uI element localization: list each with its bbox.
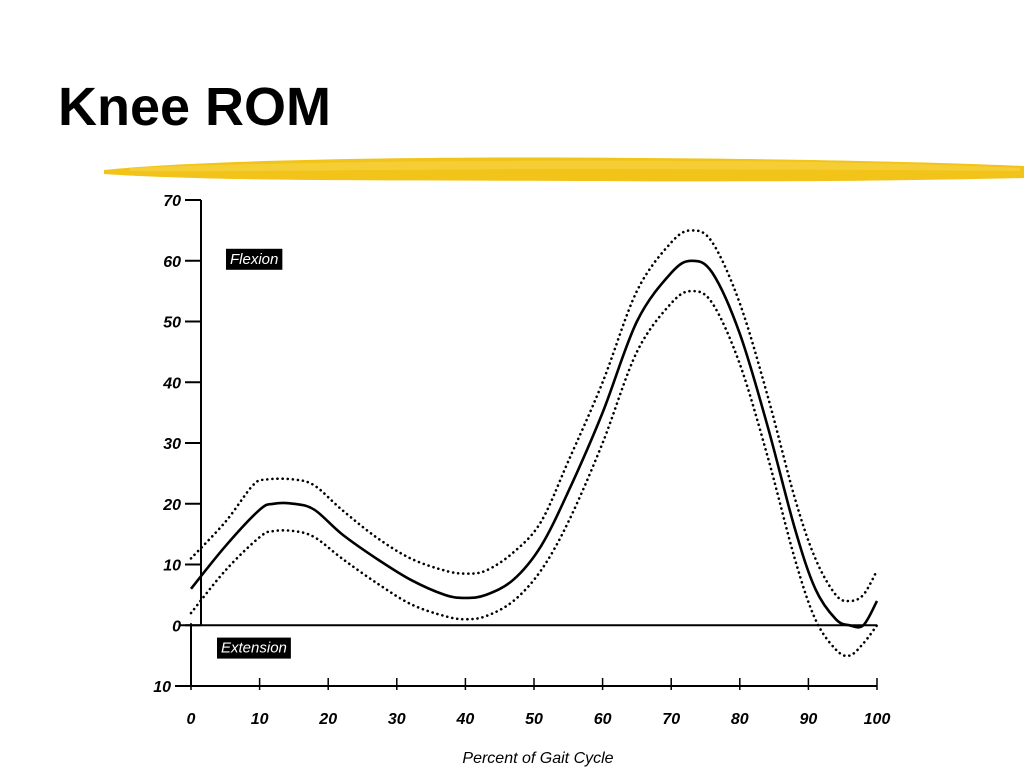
x-tick-label: 40 bbox=[456, 711, 475, 728]
y-tick-label: 10 bbox=[153, 679, 171, 696]
x-tick-label: 60 bbox=[594, 711, 612, 728]
extension-label: Extension bbox=[217, 637, 291, 659]
x-tick-label: 10 bbox=[251, 711, 269, 728]
x-tick-label: 30 bbox=[388, 711, 406, 728]
x-tick-label: 20 bbox=[318, 711, 337, 728]
flexion-label: Flexion bbox=[226, 248, 283, 270]
y-tick-label: 30 bbox=[163, 436, 181, 453]
slide-title: Knee ROM bbox=[58, 77, 332, 137]
x-tick-label: 100 bbox=[864, 711, 891, 728]
y-tick-label: 70 bbox=[163, 193, 181, 210]
chart-labels: Percent of Gait Cycle Flexion Extension bbox=[217, 248, 614, 767]
y-tick-label: 20 bbox=[162, 497, 181, 514]
chart-axes bbox=[179, 200, 877, 687]
chart-series bbox=[189, 229, 879, 658]
x-tick-label: 70 bbox=[662, 711, 680, 728]
x-axis-title: Percent of Gait Cycle bbox=[462, 750, 613, 767]
dotted-series-line-1 bbox=[189, 229, 879, 603]
flexion-label-box bbox=[226, 248, 283, 270]
flexion-label-text: Flexion bbox=[230, 251, 278, 268]
highlighter-stroke bbox=[104, 157, 1024, 182]
extension-label-box bbox=[217, 637, 291, 659]
extension-label-text: Extension bbox=[221, 640, 287, 657]
y-tick-label: 50 bbox=[163, 315, 181, 332]
y-tick-label: 0 bbox=[172, 618, 181, 635]
y-tick-label: 60 bbox=[163, 254, 181, 271]
x-tick-label: 50 bbox=[525, 711, 543, 728]
x-tick-label: 80 bbox=[731, 711, 749, 728]
x-tick-label: 0 bbox=[187, 711, 196, 728]
y-tick-label: 40 bbox=[162, 375, 181, 392]
x-tick-label: 90 bbox=[800, 711, 818, 728]
y-tick-label: 10 bbox=[163, 558, 181, 575]
dotted-series-line-2 bbox=[189, 289, 879, 658]
mean-series-line bbox=[189, 259, 879, 629]
